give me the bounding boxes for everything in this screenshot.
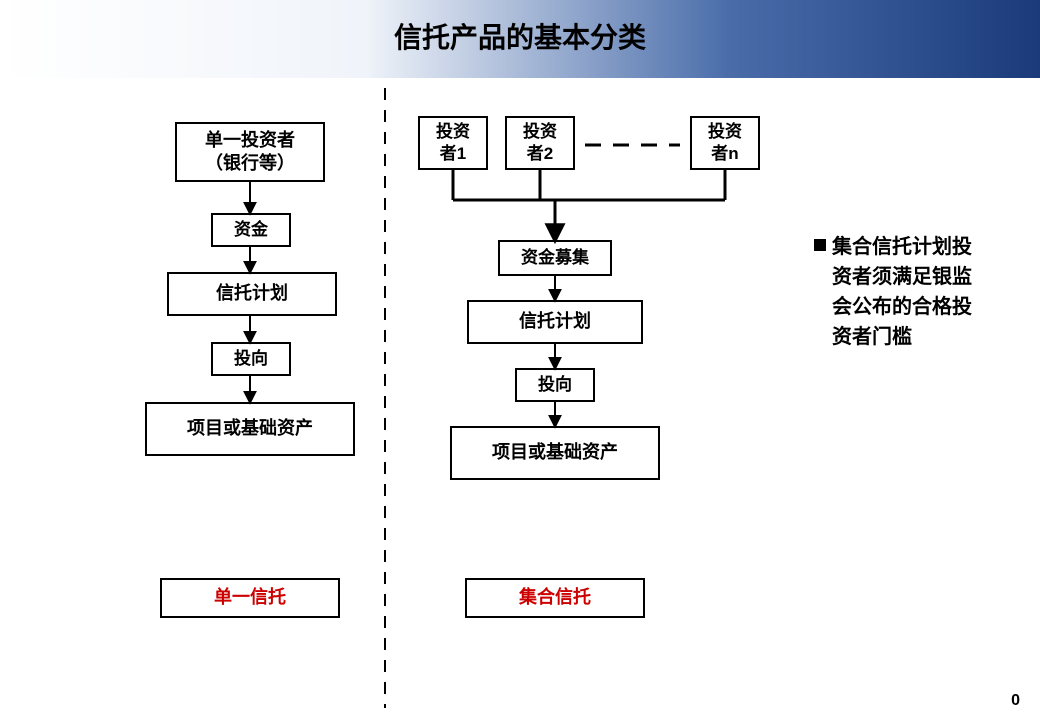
text: 资者门槛	[832, 326, 912, 348]
box-left-funds: 资金	[211, 213, 291, 247]
page-title: 信托产品的基本分类	[0, 16, 1040, 56]
box-right-direction: 投向	[515, 368, 595, 402]
text: 投资	[523, 121, 557, 143]
box-left-investor: 单一投资者 （银行等）	[175, 122, 325, 182]
text: （银行等）	[205, 152, 295, 175]
box-right-plan: 信托计划	[467, 300, 643, 344]
bullet-icon	[814, 239, 826, 251]
text: 项目或基础资产	[492, 441, 618, 464]
text: 资金	[234, 219, 268, 241]
text: 信托计划	[519, 310, 591, 333]
page-number: 0	[1011, 692, 1020, 710]
box-left-plan: 信托计划	[167, 272, 337, 316]
text: 投资	[708, 121, 742, 143]
box-right-investorN: 投资 者n	[690, 116, 760, 170]
box-right-caption: 集合信托	[465, 578, 645, 618]
box-right-investor1: 投资 者1	[418, 116, 488, 170]
text: 项目或基础资产	[187, 417, 313, 440]
box-right-project: 项目或基础资产	[450, 426, 660, 480]
text: 会公布的合格投	[832, 296, 972, 318]
text: 投资	[436, 121, 470, 143]
text: 集合信托	[519, 586, 591, 609]
box-left-project: 项目或基础资产	[145, 402, 355, 456]
text: 投向	[538, 374, 572, 396]
box-left-caption: 单一信托	[160, 578, 340, 618]
text: 者1	[440, 143, 466, 165]
text: 单一投资者	[205, 129, 295, 152]
box-right-raise: 资金募集	[498, 240, 612, 276]
text: 者2	[527, 143, 553, 165]
text: 者n	[711, 143, 738, 165]
text: 投向	[234, 348, 268, 370]
text: 资金募集	[521, 247, 589, 269]
side-note: 集合信托计划投 资者须满足银监 会公布的合格投 资者门槛	[814, 232, 1014, 352]
box-right-investor2: 投资 者2	[505, 116, 575, 170]
text: 单一信托	[214, 586, 286, 609]
text: 资者须满足银监	[832, 266, 972, 288]
text: 信托计划	[216, 282, 288, 305]
box-left-direction: 投向	[211, 342, 291, 376]
text: 集合信托计划投	[832, 236, 972, 258]
